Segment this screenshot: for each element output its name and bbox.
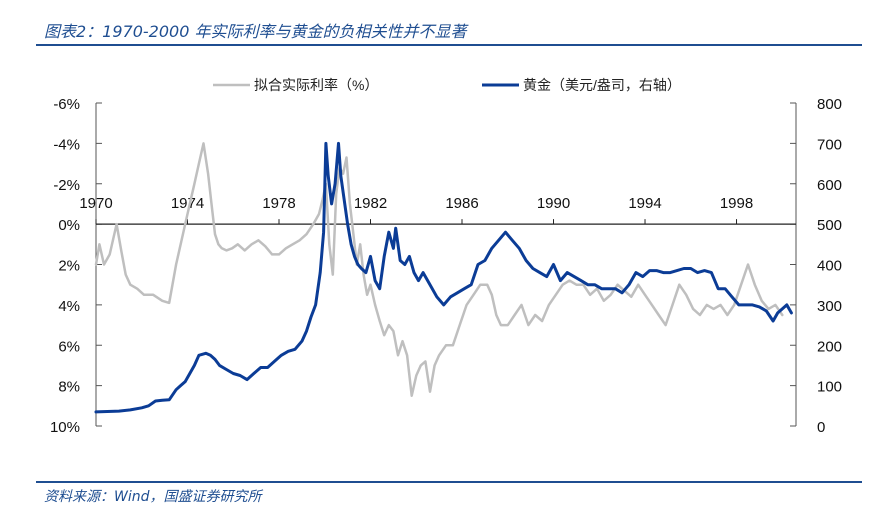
left-axis-tick-label: 0% — [58, 217, 80, 234]
left-axis-tick-label: -6% — [53, 96, 80, 113]
left-axis-tick-label: 6% — [58, 338, 80, 355]
x-axis-tick-label: 1974 — [171, 195, 204, 212]
figure-title: 图表2：1970-2000 年实际利率与黄金的负相关性并不显著 — [44, 22, 467, 41]
legend-label-gold: 黄金（美元/盎司，右轴） — [523, 77, 681, 93]
left-axis-tick-label: -4% — [53, 136, 80, 153]
gold-price-series-line — [94, 141, 793, 414]
right-axis-tick-label: 100 — [817, 379, 842, 396]
right-axis-tick-label: 300 — [817, 298, 842, 315]
title-rule — [36, 44, 862, 46]
left-axis-tick-label: 2% — [58, 258, 80, 275]
source-note: 资料来源：Wind，国盛证券研究所 — [44, 489, 262, 505]
x-axis-tick-label: 1990 — [537, 195, 570, 212]
right-axis-tick-label: 600 — [817, 177, 842, 194]
right-axis-tick-label: 400 — [817, 258, 842, 275]
real-rate-series-line — [94, 142, 784, 397]
right-axis-tick-label: 500 — [817, 217, 842, 234]
right-axis-tick-label: 0 — [817, 419, 825, 436]
left-axis-tick-label: -2% — [53, 177, 80, 194]
right-axis-tick-label: 700 — [817, 136, 842, 153]
left-axis-tick-label: 4% — [58, 298, 80, 315]
legend: 拟合实际利率（%） 黄金（美元/盎司，右轴） — [213, 77, 681, 93]
left-axis-tick-label: 8% — [58, 379, 80, 396]
x-axis-tick-label: 1978 — [262, 195, 295, 212]
plot-area — [94, 141, 793, 414]
right-axis-tick-label: 800 — [817, 96, 842, 113]
legend-label-rate: 拟合实际利率（%） — [254, 77, 378, 93]
axes: -6% -4% -2% 0% 2% 4% 6% 8% 10% 0 100 200 300 400 500 60… — [50, 96, 842, 436]
x-axis-tick-label: 1998 — [720, 195, 753, 212]
right-axis-tick-label: 200 — [817, 338, 842, 355]
x-axis-tick-label: 1970 — [79, 195, 112, 212]
x-axis-tick-label: 1986 — [445, 195, 478, 212]
source-rule — [36, 481, 862, 483]
left-axis-tick-label: 10% — [50, 419, 80, 436]
x-axis-tick-label: 1982 — [354, 195, 387, 212]
x-axis-tick-label: 1994 — [628, 195, 661, 212]
